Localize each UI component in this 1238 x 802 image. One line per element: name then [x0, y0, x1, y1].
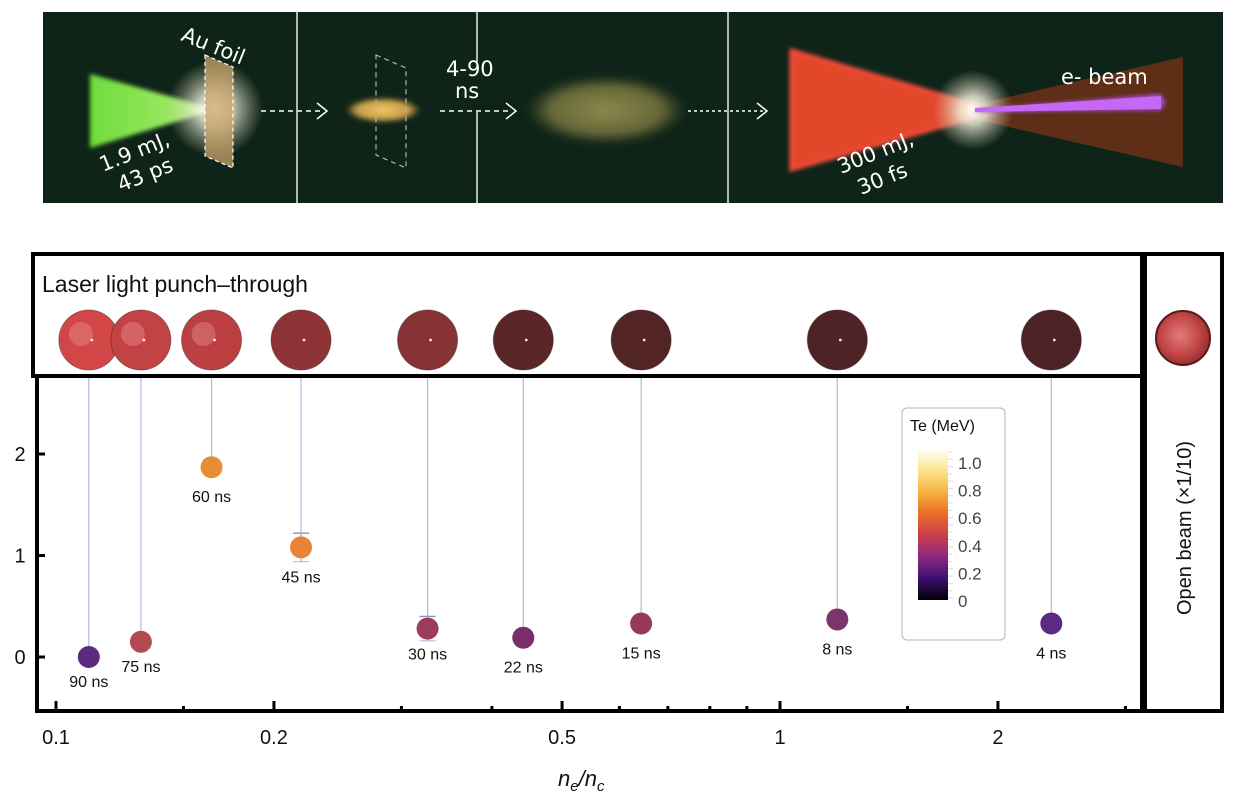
point-labels: 90 ns 75 ns 60 ns 45 ns 30 ns 22 ns 15 ns 8 ns 4…	[69, 489, 1066, 691]
interaction-glow	[933, 70, 1013, 150]
colorbar-box	[901, 407, 1006, 641]
colorbar-tick-label: 0.2	[958, 564, 982, 583]
spot-center	[302, 338, 306, 342]
spot-center	[524, 338, 528, 342]
spot-center	[429, 338, 432, 342]
open-beam-spot	[1155, 310, 1211, 366]
delay-label: 4-90	[446, 57, 494, 81]
schematic-svg: Au foil 1.9 mJ, 43 ps 4-90 ns e- beam 30…	[90, 12, 1183, 203]
x-tick-label: 1	[774, 727, 785, 749]
spot-center	[90, 338, 94, 342]
pump-laser-beam	[90, 74, 208, 148]
colorbar-tick-label: 1.0	[958, 454, 982, 473]
spot-highlight	[191, 322, 216, 346]
punch-through-spot	[270, 309, 332, 371]
colorbar-tick-label: 0	[958, 592, 967, 611]
punch-through-spot	[181, 309, 243, 371]
data-point	[290, 536, 313, 559]
colorbar-tick-label: 0.6	[958, 509, 982, 528]
colorbar-tick-label: 0.8	[958, 482, 982, 501]
x-axis-label: ne/nc	[558, 766, 605, 795]
colorbar-title: Te (MeV)	[910, 418, 975, 435]
punch-through-spot	[397, 309, 459, 371]
x-tick-label: 0.1	[42, 727, 70, 749]
punch-through-spot	[806, 309, 868, 371]
point-label: 45 ns	[281, 569, 320, 586]
arrow-3-head	[756, 102, 769, 120]
point-label: 30 ns	[408, 647, 447, 664]
colorbar-tick-label: 0.4	[958, 537, 982, 556]
punch-through-spots	[58, 309, 1082, 371]
x-axis-ticks: 0.1 0.2 0.5 1 2	[42, 701, 1127, 749]
point-label: 60 ns	[192, 489, 231, 506]
punch-through-spot	[492, 309, 554, 371]
punch-through-spot	[1020, 309, 1082, 371]
spot-highlight	[120, 322, 145, 346]
y-tick-label: 2	[14, 444, 25, 466]
foil-outline	[375, 54, 407, 169]
delay-unit-label: ns	[455, 79, 479, 103]
x-tick-label: 0.5	[548, 727, 576, 749]
y-tick-label: 1	[14, 546, 25, 568]
experiment-schematic: Au foil 1.9 mJ, 43 ps 4-90 ns e- beam 30…	[43, 12, 1223, 203]
electron-beam-core	[975, 96, 1161, 112]
spot-center	[142, 338, 146, 342]
data-point	[512, 626, 535, 649]
diverging-laser-cone	[943, 57, 1183, 167]
point-label: 8 ns	[822, 641, 852, 658]
spot-center	[1052, 338, 1056, 342]
expanding-plasma-early	[345, 97, 421, 123]
plot-frame	[35, 374, 1144, 713]
open-beam-label: Open beam (×1/10)	[1174, 441, 1196, 615]
e-beam-label: e- beam	[1061, 65, 1148, 89]
expanding-plasma-late	[526, 76, 686, 144]
colorbar-legend: Te (MeV) 1.0 0.8 0.6 0.4 0.2 0	[901, 407, 1006, 641]
point-label: 4 ns	[1036, 646, 1066, 663]
arrow-1-head	[316, 102, 329, 120]
data-points	[77, 456, 1063, 668]
x-tick-label: 0.2	[260, 727, 288, 749]
colorbar-gradient	[918, 450, 948, 600]
data-point	[200, 456, 223, 479]
data-point	[630, 612, 653, 635]
data-point	[1040, 612, 1063, 635]
spot-center	[838, 338, 842, 342]
spot-center	[213, 338, 216, 342]
point-label: 75 ns	[121, 659, 160, 676]
arrow-2-head	[505, 102, 518, 120]
point-label: 15 ns	[622, 646, 661, 663]
stems	[88, 378, 1052, 657]
y-axis-ticks: 0 1 2	[14, 444, 45, 669]
data-point	[826, 608, 849, 631]
punch-through-spot	[610, 309, 672, 371]
colorbar-ticks: 1.0 0.8 0.6 0.4 0.2 0	[948, 451, 982, 611]
y-tick-label: 0	[14, 647, 25, 669]
data-point	[129, 630, 152, 653]
punch-through-title: Laser light punch–through	[42, 271, 308, 297]
data-point	[416, 617, 439, 640]
x-tick-label: 2	[992, 727, 1003, 749]
spot-center	[642, 338, 646, 342]
spot-highlight	[68, 322, 93, 346]
point-label: 22 ns	[504, 660, 543, 677]
punch-through-spot	[110, 309, 172, 371]
au-foil	[204, 54, 234, 169]
point-label: 90 ns	[69, 674, 108, 691]
data-point	[77, 646, 100, 668]
